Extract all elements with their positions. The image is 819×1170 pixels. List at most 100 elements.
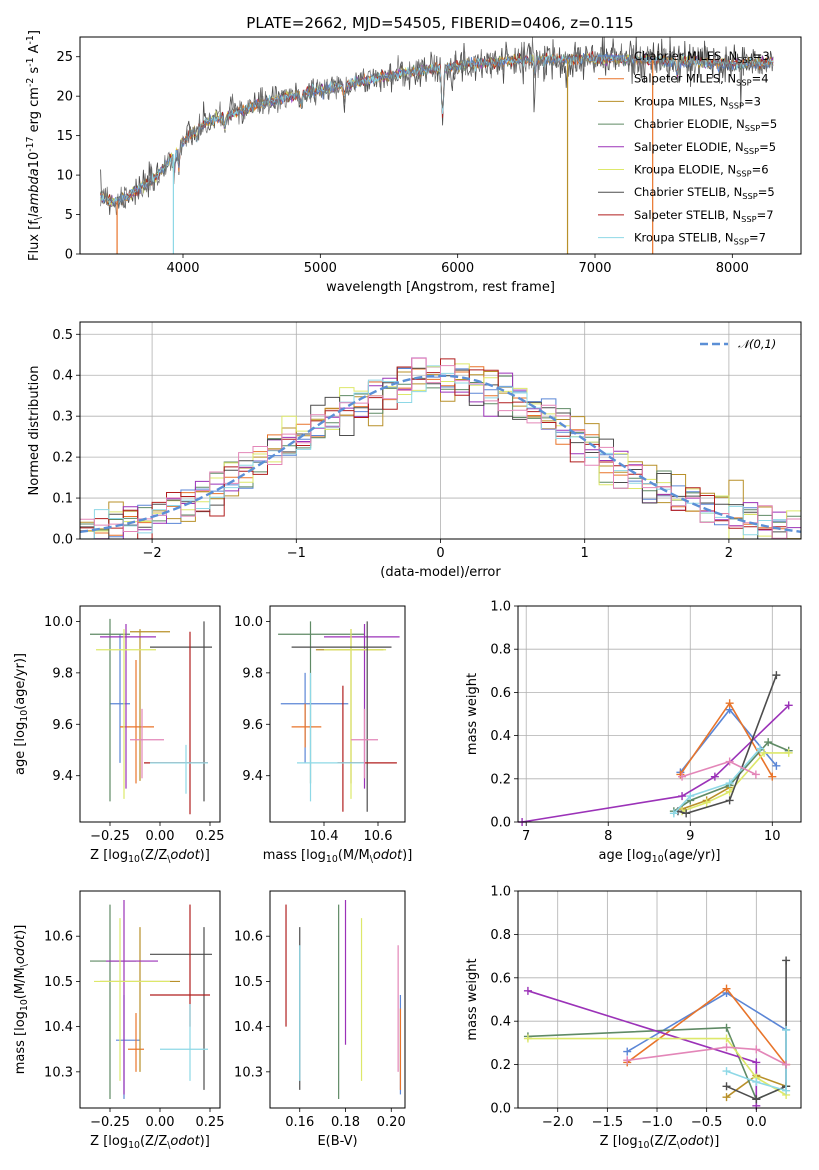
mass-weight-marker bbox=[722, 1067, 731, 1076]
legend-label-2-part: SSP bbox=[729, 100, 744, 110]
mass-weight-marker bbox=[523, 986, 532, 995]
x-tick-label: −1.0 bbox=[641, 1115, 673, 1130]
legend-label-5-part: Kroupa ELODIE, N bbox=[634, 163, 736, 177]
mass-weight-marker bbox=[772, 761, 781, 770]
legend-label-2: Kroupa MILES, NSSP=3 bbox=[634, 94, 761, 110]
mass-weight-marker bbox=[752, 1058, 761, 1067]
y-tick-label: 10 bbox=[56, 169, 73, 184]
axes-frame bbox=[269, 890, 406, 1109]
mass-weight-marker bbox=[678, 792, 687, 801]
spectrum-panel-xlabel: wavelength [Angstrom, rest frame] bbox=[326, 280, 555, 295]
mass-weight-marker bbox=[623, 1047, 632, 1056]
legend-label-7-part: Salpeter STELIB, N bbox=[634, 208, 741, 222]
age-vs-mass-panel-points bbox=[278, 621, 400, 812]
y-tick-label: 10.3 bbox=[44, 1065, 73, 1080]
age-vs-z-panel-points bbox=[90, 618, 212, 815]
mass-weight-marker bbox=[722, 1043, 731, 1052]
mass-weight-marker bbox=[752, 1045, 761, 1054]
legend-label-5: Kroupa ELODIE, NSSP=6 bbox=[634, 163, 769, 179]
y-tick-label: 25 bbox=[56, 50, 73, 65]
spectrum-panel-xlabel-part: wavelength [Angstrom, rest frame] bbox=[326, 280, 555, 295]
mass-weight-z-panel-xlabel: Z [log10(Z/Z\odot)] bbox=[600, 1134, 720, 1151]
mass-weight-z-panel-ylabel: mass weight bbox=[465, 958, 480, 1040]
mass-vs-ebv-panel-xlabel: E(B-V) bbox=[317, 1134, 357, 1149]
axes-frame bbox=[517, 890, 802, 1109]
y-tick-label: 0.4 bbox=[490, 729, 511, 744]
residual-histogram-step bbox=[80, 357, 801, 539]
age-vs-z-panel-ylabel-part: (age/yr)] bbox=[13, 653, 28, 710]
mass-weight-line bbox=[677, 674, 778, 815]
residual-panel-xlabel: (data-model)/error bbox=[380, 565, 501, 580]
mass-weight-z-panel-xlabel-part: 10 bbox=[638, 1140, 650, 1151]
y-tick-label: 1.0 bbox=[490, 885, 511, 900]
mass-weight-marker bbox=[710, 772, 719, 781]
mass-weight-line bbox=[627, 1046, 787, 1066]
y-tick-label: 0.5 bbox=[52, 328, 73, 343]
y-tick-label: 0.2 bbox=[490, 1058, 511, 1073]
age-vs-mass-panel-xlabel-part: )] bbox=[402, 848, 412, 863]
spectrum-lines bbox=[100, 36, 774, 254]
legend-label-2-part: Kroupa MILES, N bbox=[634, 94, 729, 108]
spectrum-legend bbox=[598, 55, 624, 239]
mass-weight-z-panel-ylabel-part: mass weight bbox=[465, 958, 480, 1040]
y-tick-label: 0.6 bbox=[490, 971, 511, 986]
mass-weight-age-panel-xlabel-part: (age/yr)] bbox=[664, 848, 721, 863]
mass-vs-ebv-panel-xlabel-part: E(B-V) bbox=[317, 1134, 357, 1149]
mass-weight-marker bbox=[722, 1034, 731, 1043]
age-vs-z-panel-ylabel-part: age [log bbox=[13, 722, 28, 775]
mass-weight-marker bbox=[623, 1056, 632, 1065]
legend-label-3-part: Chabrier ELODIE, N bbox=[634, 117, 745, 131]
x-tick-label: 0.0 bbox=[746, 1115, 767, 1130]
y-tick-label: 0.4 bbox=[490, 1015, 511, 1030]
legend-label-6-part: =5 bbox=[758, 185, 775, 199]
x-tick-label: −1 bbox=[287, 546, 306, 561]
y-tick-label: 10.5 bbox=[44, 975, 73, 990]
mass-weight-z-panel-xlabel-part: \ bbox=[677, 1140, 681, 1151]
spectrum-panel-ylabel: Flux [f\lambda10-17 erg cm-2 s-1 A-1] bbox=[25, 30, 44, 261]
age-vs-z-panel-xlabel-part: )] bbox=[200, 848, 210, 863]
mass-weight-marker bbox=[782, 1086, 791, 1095]
x-tick-label: −2.0 bbox=[542, 1115, 574, 1130]
mass-vs-z-panel-points bbox=[90, 900, 212, 1099]
mass-weight-marker bbox=[702, 798, 711, 807]
figure-title: PLATE=2662, MJD=54505, FIBERID=0406, z=0… bbox=[246, 14, 633, 32]
gaussian-curve bbox=[79, 374, 802, 533]
y-tick-label: 9.8 bbox=[242, 666, 263, 681]
mass-weight-z-panel-frame: −2.0 −1.5 −1.0 −0.5 0.0 0.0 0.2 0.4 0.6 0.8 1.0 bbox=[490, 885, 802, 1130]
mass-weight-marker bbox=[725, 779, 734, 788]
y-tick-label: 9.6 bbox=[52, 718, 73, 733]
y-tick-label: 10.4 bbox=[44, 1020, 73, 1035]
legend-label-3-part: =5 bbox=[760, 117, 777, 131]
mass-weight-age-panel-frame: 7 8 9 10 0.0 0.2 0.4 0.6 0.8 1.0 bbox=[490, 600, 802, 844]
x-tick-label: 8000 bbox=[716, 261, 749, 276]
spectrum-panel-ylabel-part: -2 bbox=[25, 78, 36, 87]
spectrum-panel-ylabel-part: \ bbox=[33, 216, 44, 220]
y-tick-label: 10.4 bbox=[234, 1020, 263, 1035]
x-tick-label: 2 bbox=[725, 546, 733, 561]
mass-weight-z-panel-xlabel-part: (Z/Z bbox=[649, 1134, 676, 1149]
x-tick-label: 1 bbox=[581, 546, 589, 561]
y-tick-label: 0.3 bbox=[52, 410, 73, 425]
axes-frame bbox=[517, 605, 802, 823]
y-tick-label: 0.8 bbox=[490, 643, 511, 658]
mass-vs-z-panel-ylabel-part: )] bbox=[13, 925, 28, 935]
legend-label-6-part: Chabrier STELIB, N bbox=[634, 185, 742, 199]
age-vs-z-panel-xlabel-part: odot bbox=[170, 848, 200, 863]
y-tick-label: 5 bbox=[65, 208, 73, 223]
x-tick-label: 7 bbox=[522, 829, 530, 844]
age-vs-z-panel-frame: −0.25 0.00 0.25 9.4 9.6 9.8 10.0 bbox=[44, 605, 224, 844]
legend-label-5-part: SSP bbox=[736, 169, 751, 179]
legend-label-5-part: =6 bbox=[752, 163, 769, 177]
axes-frame bbox=[79, 605, 221, 823]
mass-weight-age-panel-xlabel-part: 10 bbox=[652, 854, 664, 865]
legend-label-0: Chabrier MILES, NSSP=3 bbox=[634, 49, 770, 65]
y-tick-label: 9.4 bbox=[242, 769, 263, 784]
y-tick-label: 0.4 bbox=[52, 369, 73, 384]
y-tick-label: 10.0 bbox=[44, 615, 73, 630]
age-vs-mass-panel-xlabel-part: (M/M bbox=[338, 848, 370, 863]
x-tick-label: −0.5 bbox=[691, 1115, 723, 1130]
age-vs-z-panel-xlabel-part: \ bbox=[167, 854, 171, 865]
mass-vs-z-panel-ylabel: mass [log10(M/M\odot)] bbox=[13, 925, 30, 1075]
mass-weight-z-panel-xlabel-part: Z [log bbox=[600, 1134, 638, 1149]
